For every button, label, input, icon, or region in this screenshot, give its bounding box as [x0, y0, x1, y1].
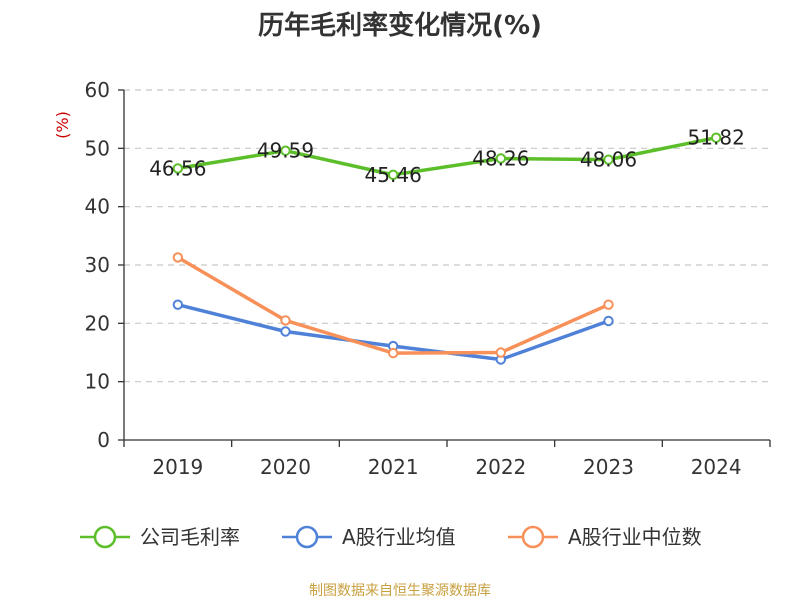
legend-swatch-marker [93, 525, 117, 549]
y-tick-label: 40 [85, 195, 110, 219]
data-point[interactable] [603, 154, 614, 165]
data-point[interactable] [603, 299, 614, 310]
series-line-0 [176, 135, 718, 177]
data-point[interactable] [387, 169, 399, 181]
y-tick-label: 10 [85, 370, 110, 394]
legend-swatch-marker [295, 525, 319, 549]
data-label: 49.59 [257, 139, 314, 163]
data-point[interactable] [280, 145, 291, 156]
chart-title: 历年毛利率变化情况(%) [258, 10, 542, 41]
series-lines [172, 132, 722, 365]
data-labels: 46.56 49.59 45.46 48.26 48.06 51.82 [149, 126, 745, 187]
data-point[interactable] [172, 299, 184, 310]
x-tick-label: 2021 [368, 455, 419, 479]
legend-item-2[interactable]: A股行业中位数 [508, 525, 702, 549]
data-point[interactable] [387, 347, 399, 359]
legend-item-0[interactable]: 公司毛利率 [80, 525, 240, 549]
data-point[interactable] [603, 315, 614, 327]
x-tick-label: 2019 [152, 455, 203, 479]
data-point[interactable] [710, 132, 722, 143]
data-point[interactable] [172, 163, 184, 174]
data-label: 51.82 [688, 126, 745, 150]
data-point[interactable] [280, 315, 291, 326]
legend-item-1[interactable]: A股行业均值 [282, 525, 456, 549]
y-tick-label: 20 [85, 311, 110, 335]
axes: 0 10 20 30 40 50 60 2019 2020 2021 2022 2023 2024 [85, 78, 771, 479]
series-line-2 [176, 255, 611, 355]
legend-label: A股行业中位数 [568, 525, 702, 549]
x-tick-label: 2020 [260, 455, 311, 479]
source-note: 制图数据来自恒生聚源数据库 [309, 583, 491, 599]
data-point[interactable] [280, 326, 291, 337]
data-point[interactable] [495, 153, 507, 164]
x-tick-label: 2023 [583, 455, 634, 479]
x-tick-label: 2024 [691, 455, 742, 479]
data-label: 45.46 [365, 163, 422, 187]
data-point[interactable] [172, 252, 184, 263]
y-tick-label: 30 [85, 253, 110, 277]
data-label: 46.56 [149, 156, 206, 180]
grid-lines [124, 89, 770, 383]
legend-label: A股行业均值 [342, 525, 456, 549]
y-axis-unit: (%) [53, 111, 72, 139]
data-label: 48.26 [472, 146, 529, 170]
data-label: 48.06 [580, 148, 637, 172]
legend[interactable]: 公司毛利率 A股行业均值 A股行业中位数 [80, 525, 702, 549]
data-point[interactable] [495, 347, 507, 358]
y-tick-label: 50 [85, 136, 110, 160]
legend-label: 公司毛利率 [140, 525, 240, 549]
y-tick-label: 60 [85, 78, 110, 102]
y-tick-label: 0 [97, 428, 110, 452]
x-tick-label: 2022 [475, 455, 526, 479]
legend-swatch-marker [521, 525, 545, 549]
